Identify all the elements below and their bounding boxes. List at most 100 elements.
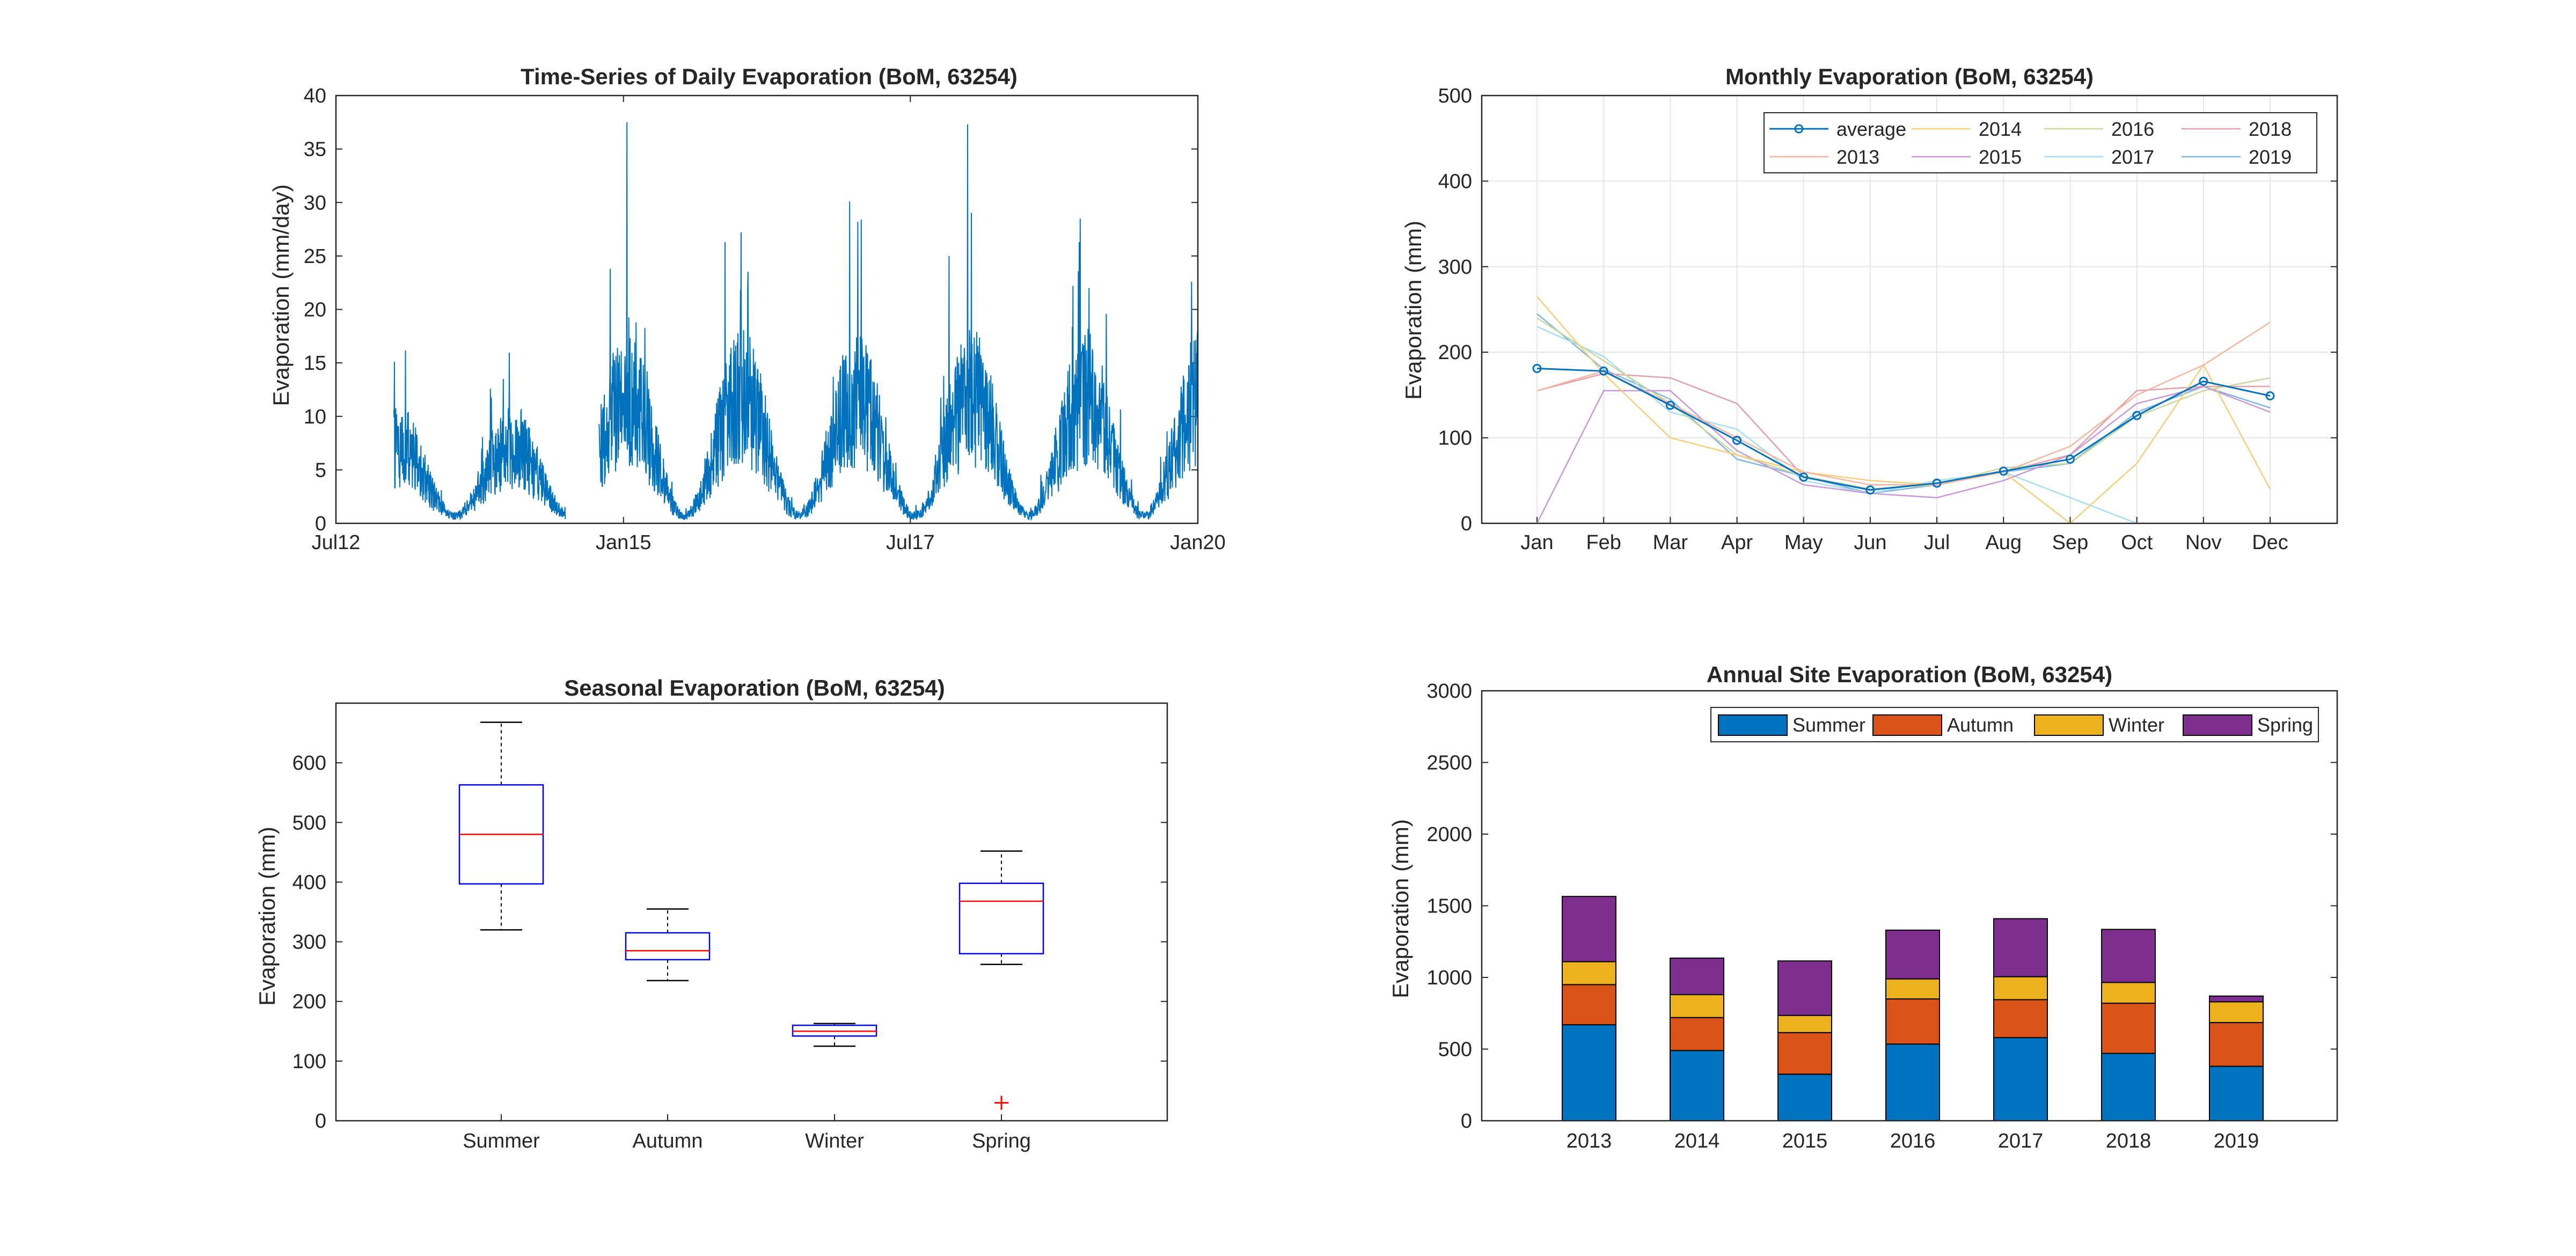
y-axis-label: Evaporation (mm) — [1388, 819, 1413, 998]
x-tick-label: Feb — [1586, 531, 1621, 554]
box-Spring — [958, 882, 1044, 955]
bar-winter-2016 — [1885, 978, 1940, 1000]
average-marker — [1932, 478, 1942, 488]
bar-spring-2018 — [2101, 929, 2156, 983]
x-tick-label: Jul17 — [886, 531, 935, 554]
y-tick-label: 100 — [292, 1050, 326, 1073]
bar-summer-2018 — [2101, 1053, 2156, 1122]
series-line-average — [1536, 368, 2271, 491]
legend-label: Autumn — [1947, 714, 2014, 736]
average-marker — [2065, 454, 2075, 464]
y-tick-label: 500 — [292, 812, 326, 834]
y-tick-label: 5 — [315, 459, 326, 481]
average-marker — [2265, 391, 2275, 400]
bar-autumn-2017 — [1993, 999, 2048, 1039]
x-tick-label: May — [1784, 531, 1823, 554]
y-tick-label: 15 — [304, 352, 326, 375]
plot-area — [335, 94, 1199, 524]
x-tick-label: Jan — [1520, 531, 1553, 554]
bar-autumn-2019 — [2209, 1022, 2264, 1067]
legend-swatch-summer — [1718, 714, 1788, 736]
plot-area — [1481, 94, 2338, 524]
y-tick-label: 0 — [315, 513, 326, 535]
legend: Summer Autumn Winter Spring — [1710, 707, 2319, 742]
bar-spring-2016 — [1885, 929, 1940, 980]
legend-label: average — [1836, 118, 1906, 140]
legend-label: 2014 — [1979, 118, 2022, 140]
bar-spring-2017 — [1993, 918, 2048, 977]
y-axis-label: Evaporation (mm) — [1401, 221, 1426, 400]
average-marker — [1732, 435, 1742, 445]
bar-spring-2015 — [1777, 960, 1832, 1016]
y-tick-label: 40 — [304, 85, 326, 107]
legend-swatch-spring — [2183, 714, 2252, 736]
bar-summer-2015 — [1777, 1074, 1832, 1121]
x-tick-label: 2015 — [1782, 1130, 1828, 1152]
axis-ticks: 0 5 10 15 20 25 30 35 40 Jul12 Jan15 Jul17 Jan20 — [304, 85, 1226, 554]
x-tick-label: Jul12 — [312, 531, 361, 554]
bar-summer-2013 — [1562, 1024, 1616, 1121]
y-tick-label: 300 — [1438, 256, 1472, 279]
average-marker — [1865, 485, 1875, 495]
x-tick-label: Winter — [805, 1130, 864, 1152]
y-axis-label: Evaporation (mm/day) — [268, 184, 294, 406]
y-tick-label: 200 — [1438, 341, 1472, 364]
bar-summer-2014 — [1670, 1050, 1724, 1122]
bar-winter-2015 — [1777, 1014, 1832, 1033]
axis-ticks: 0 100 200 300 400 500 600 Summer Autumn Winter Spr… — [292, 752, 1031, 1152]
legend: average 2013 2014 2015 2016 2017 2018 2019 — [1763, 112, 2317, 173]
x-tick-label: Nov — [2185, 531, 2222, 554]
series-line-2013 — [1536, 322, 2271, 486]
y-tick-label: 25 — [304, 245, 326, 268]
bar-spring-2019 — [2209, 995, 2264, 1003]
y-tick-label: 35 — [304, 138, 326, 161]
y-tick-label: 0 — [1461, 1110, 1472, 1133]
bar-summer-2016 — [1885, 1043, 1940, 1122]
average-marker — [2132, 411, 2142, 420]
axes-box — [335, 94, 1199, 524]
x-tick-label: Jan20 — [1170, 531, 1226, 554]
axes-box — [1481, 690, 2338, 1122]
x-tick-label: 2013 — [1567, 1130, 1612, 1152]
y-axis-label: Evaporation (mm) — [254, 827, 280, 1006]
y-tick-label: 1000 — [1426, 967, 1472, 989]
bar-summer-2019 — [2209, 1065, 2264, 1122]
bar-spring-2013 — [1562, 896, 1616, 962]
x-tick-label: Jul — [1924, 531, 1950, 554]
legend-label: 2013 — [1836, 146, 1879, 168]
bar-spring-2014 — [1670, 957, 1724, 996]
x-tick-label: Apr — [1721, 531, 1753, 554]
bar-winter-2014 — [1670, 994, 1724, 1018]
y-tick-label: 30 — [304, 192, 326, 214]
legend-label: Summer — [1792, 714, 1865, 736]
chart-title: Annual Site Evaporation (BoM, 63254) — [1707, 662, 2112, 687]
box-Autumn — [625, 932, 711, 961]
legend-label: Spring — [2257, 714, 2313, 736]
axes-box — [335, 702, 1168, 1122]
bar-autumn-2013 — [1562, 984, 1616, 1026]
y-tick-label: 2500 — [1426, 752, 1472, 775]
y-tick-label: 20 — [304, 299, 326, 322]
legend-label: 2018 — [2249, 118, 2292, 140]
legend-box — [1763, 112, 2317, 173]
y-tick-label: 600 — [292, 752, 326, 775]
x-tick-label: Dec — [2252, 531, 2288, 554]
x-tick-label: 2016 — [1890, 1130, 1936, 1152]
x-tick-label: Aug — [1985, 531, 2022, 554]
y-tick-label: 400 — [1438, 170, 1472, 193]
x-tick-label: Autumn — [633, 1130, 703, 1152]
legend-label: 2015 — [1979, 146, 2022, 168]
bar-winter-2013 — [1562, 961, 1616, 985]
plot-area — [1481, 690, 2338, 1122]
y-tick-label: 300 — [292, 931, 326, 954]
x-tick-label: Jun — [1854, 531, 1886, 554]
x-tick-label: 2019 — [2214, 1130, 2259, 1152]
x-tick-label: 2018 — [2106, 1130, 2151, 1152]
average-marker — [1999, 466, 2008, 476]
legend-marker-average — [1794, 124, 1804, 134]
x-tick-label: Sep — [2052, 531, 2089, 554]
x-tick-label: Summer — [463, 1130, 540, 1152]
average-marker — [1799, 472, 1809, 482]
legend-label: 2017 — [2111, 146, 2154, 168]
